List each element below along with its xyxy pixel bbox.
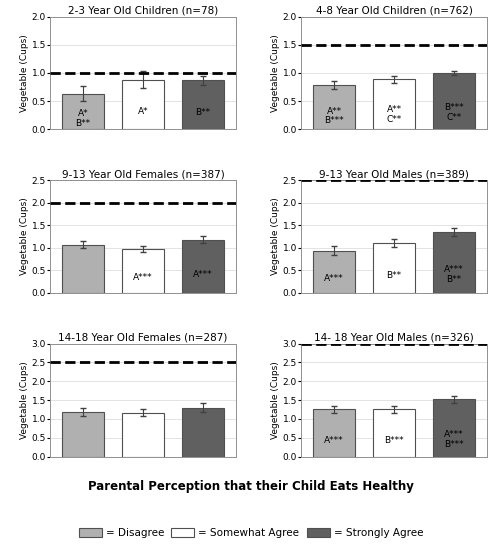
Bar (372, 79, 414, 129)
Bar (313, 85, 354, 129)
Bar (62, 94, 104, 129)
Text: A***
B***: A*** B*** (443, 430, 463, 449)
Bar (182, 240, 223, 293)
Text: A**
C**: A** C** (386, 105, 401, 124)
Y-axis label: Vegetable (Cups): Vegetable (Cups) (20, 197, 29, 276)
Y-axis label: Vegetable (Cups): Vegetable (Cups) (270, 197, 279, 276)
Text: A*
B**: A* B** (76, 109, 91, 128)
Text: Parental Perception that their Child Eats Healthy: Parental Perception that their Child Eat… (88, 480, 413, 493)
Text: B***
C**: B*** C** (443, 103, 463, 122)
Bar (62, 412, 104, 456)
Bar (372, 243, 414, 293)
Bar (372, 410, 414, 456)
Bar (313, 410, 354, 456)
Title: 4-8 Year Old Children (n=762): 4-8 Year Old Children (n=762) (315, 6, 471, 16)
Y-axis label: Vegetable (Cups): Vegetable (Cups) (270, 34, 279, 112)
Text: A*: A* (138, 107, 148, 117)
Legend: = Disagree, = Somewhat Agree, = Strongly Agree: = Disagree, = Somewhat Agree, = Strongly… (74, 524, 427, 542)
Text: A***: A*** (324, 274, 343, 283)
Bar (432, 232, 474, 293)
Y-axis label: Vegetable (Cups): Vegetable (Cups) (20, 34, 29, 112)
Bar (122, 80, 164, 129)
Text: A***: A*** (324, 436, 343, 444)
Bar (122, 249, 164, 293)
Title: 9-13 Year Old Females (n=387): 9-13 Year Old Females (n=387) (62, 169, 224, 179)
Text: B**: B** (195, 108, 210, 117)
Bar (62, 245, 104, 293)
Title: 9-13 Year Old Males (n=389): 9-13 Year Old Males (n=389) (319, 169, 468, 179)
Text: B***: B*** (383, 436, 403, 444)
Bar (182, 408, 223, 456)
Bar (182, 80, 223, 129)
Bar (432, 399, 474, 456)
Text: B**: B** (386, 271, 401, 280)
Text: A**
B***: A** B*** (324, 107, 343, 125)
Bar (313, 251, 354, 293)
Y-axis label: Vegetable (Cups): Vegetable (Cups) (20, 361, 29, 439)
Text: A***
B**: A*** B** (443, 265, 463, 284)
Bar (122, 412, 164, 456)
Text: A***: A*** (133, 273, 153, 282)
Title: 14-18 Year Old Females (n=287): 14-18 Year Old Females (n=287) (58, 333, 227, 343)
Bar (432, 73, 474, 129)
Title: 14- 18 Year Old Males (n=326): 14- 18 Year Old Males (n=326) (314, 333, 473, 343)
Title: 2-3 Year Old Children (n=78): 2-3 Year Old Children (n=78) (68, 6, 218, 16)
Text: A***: A*** (193, 270, 212, 279)
Y-axis label: Vegetable (Cups): Vegetable (Cups) (270, 361, 279, 439)
